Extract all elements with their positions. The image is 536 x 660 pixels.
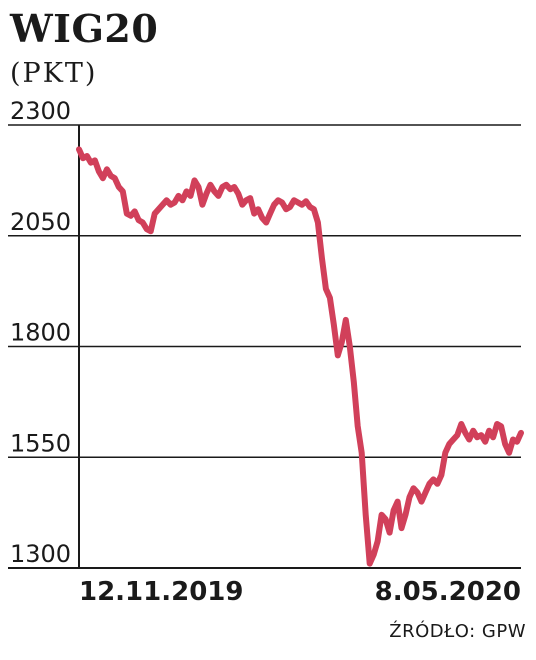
y-tick-label-1800: 1800 bbox=[10, 319, 71, 347]
source-note: ŹRÓDŁO: GPW bbox=[389, 621, 526, 642]
y-tick-labels: 2300 2050 1800 1550 1300 bbox=[10, 97, 71, 568]
chart-unit-label: (PKT) bbox=[10, 58, 98, 89]
y-tick-label-1550: 1550 bbox=[10, 429, 71, 457]
grid-lines bbox=[8, 124, 521, 569]
y-tick-label-2300: 2300 bbox=[10, 97, 71, 125]
y-tick-label-2050: 2050 bbox=[10, 208, 71, 236]
x-label-end: 8.05.2020 bbox=[375, 577, 521, 607]
chart-title: WIG20 bbox=[10, 6, 159, 51]
wig20-series-line bbox=[76, 146, 524, 567]
y-tick-label-1300: 1300 bbox=[10, 540, 71, 568]
x-label-start: 12.11.2019 bbox=[79, 577, 243, 607]
